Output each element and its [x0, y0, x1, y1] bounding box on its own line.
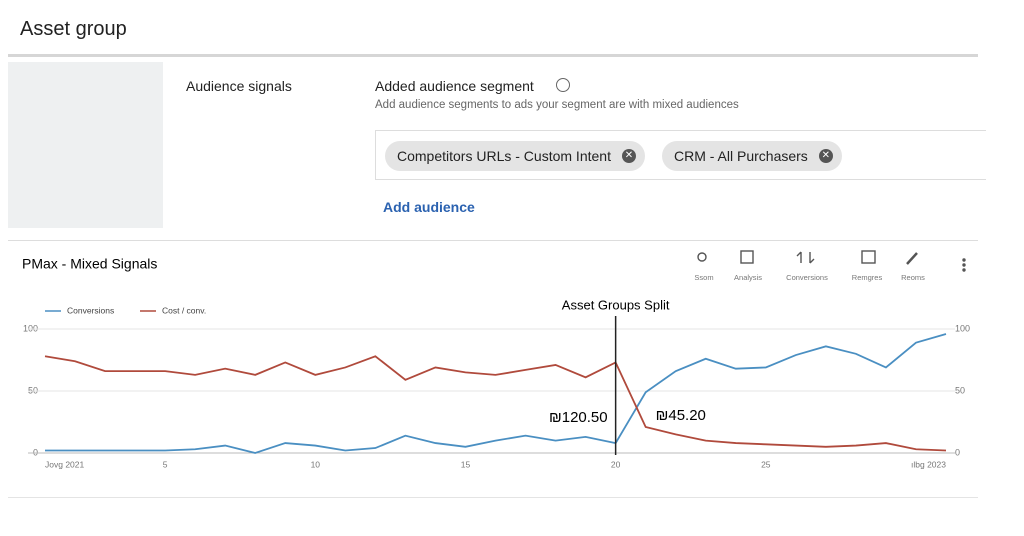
y-tick-label: 100 — [23, 323, 38, 333]
x-tick-label: 25 — [761, 459, 771, 469]
x-tick-label: 5 — [163, 459, 168, 469]
section-heading: Added audience segment — [375, 78, 534, 94]
remove-icon[interactable]: ✕ — [621, 149, 636, 163]
menu-dot[interactable] — [962, 258, 966, 262]
toolbar-label: Conversions — [786, 273, 828, 282]
toolbar-label: Ssom — [694, 273, 713, 282]
divider — [8, 240, 978, 241]
analysis-icon[interactable] — [740, 250, 754, 264]
toolbar-label: Reoms — [901, 273, 925, 282]
series-line — [45, 333, 947, 454]
side-panel — [8, 62, 163, 228]
menu-dot[interactable] — [962, 268, 966, 272]
chip-label: CRM - All Purchasers — [674, 148, 808, 164]
x-tick-label: 15 — [461, 459, 471, 469]
menu-dot[interactable] — [962, 263, 966, 267]
segment-box — [375, 130, 986, 180]
y2-tick-label: 100 — [955, 323, 970, 333]
legend-label: Cost / conv. — [162, 305, 206, 315]
edit-icon[interactable] — [906, 252, 918, 265]
legend-label: Conversions — [67, 305, 114, 315]
chip-label: Competitors URLs - Custom Intent — [397, 148, 611, 164]
reports-icon[interactable] — [861, 250, 876, 264]
divider — [8, 54, 978, 57]
segment-chip[interactable]: CRM - All Purchasers ✕ — [662, 141, 842, 171]
series-line — [44, 355, 947, 452]
y2-tick-label: 50 — [955, 385, 965, 395]
annotation: ₪45.20 — [656, 407, 706, 424]
section-label: Audience signals — [186, 78, 292, 94]
segment-chip[interactable]: Competitors URLs - Custom Intent ✕ — [385, 141, 645, 171]
x-tick-label: ılbg 2023 — [911, 459, 946, 469]
help-icon[interactable] — [556, 78, 570, 92]
toolbar-label: Analysis — [734, 273, 762, 282]
y-tick-label: 0 — [33, 447, 38, 457]
x-tick-label: Jovg 2021 — [45, 459, 84, 469]
divider — [8, 497, 978, 498]
x-tick-label: 10 — [311, 459, 321, 469]
section-description: Add audience segments to ads your segmen… — [375, 99, 739, 111]
annotation: Asset Groups Split — [562, 297, 670, 312]
remove-icon[interactable]: ✕ — [818, 149, 833, 163]
x-tick-label: 20 — [611, 459, 621, 469]
annotation: ₪120.50 — [549, 409, 608, 426]
y-tick-label: 50 — [28, 385, 38, 395]
y2-tick-label: 0 — [955, 447, 960, 457]
page-title: Asset group — [20, 18, 127, 40]
conversions-icon[interactable] — [796, 251, 815, 264]
search-icon[interactable] — [697, 252, 707, 262]
add-audience-link[interactable]: Add audience — [383, 199, 475, 215]
chart-title: PMax - Mixed Signals — [22, 256, 157, 272]
toolbar-label: Remgres — [852, 273, 883, 282]
toolbar — [697, 250, 966, 272]
